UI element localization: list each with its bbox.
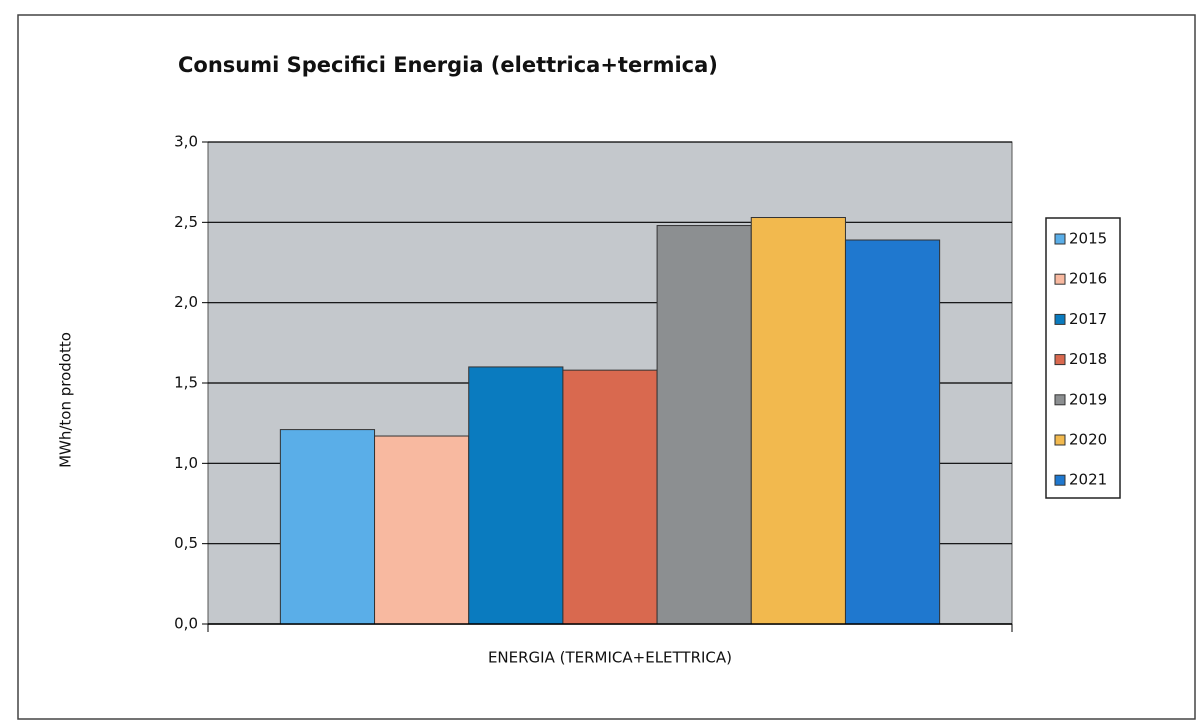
chart-title: Consumi Specifici Energia (elettrica+ter… bbox=[178, 53, 718, 77]
legend-swatch bbox=[1054, 273, 1066, 285]
legend-swatch bbox=[1054, 434, 1066, 446]
y-axis-label: MWh/ton prodotto bbox=[57, 332, 75, 468]
legend-label: 2021 bbox=[1069, 471, 1107, 489]
legend-swatch bbox=[1054, 313, 1066, 325]
y-tick-label: 2,0 bbox=[174, 293, 198, 311]
legend-label: 2020 bbox=[1069, 431, 1107, 449]
bar bbox=[750, 217, 846, 625]
y-tick-label: 3,0 bbox=[174, 133, 198, 151]
legend-swatch bbox=[1054, 474, 1066, 486]
bar bbox=[279, 429, 376, 625]
bar bbox=[374, 435, 470, 625]
legend-swatch bbox=[1054, 354, 1066, 366]
y-tick-label: 0,0 bbox=[174, 615, 198, 633]
y-tick-label: 1,5 bbox=[174, 374, 198, 392]
bar bbox=[468, 366, 564, 625]
legend-label: 2018 bbox=[1069, 350, 1107, 368]
y-tick-label: 0,5 bbox=[174, 534, 198, 552]
legend-label: 2017 bbox=[1069, 310, 1107, 328]
legend-swatch bbox=[1054, 394, 1066, 406]
legend-label: 2016 bbox=[1069, 270, 1107, 288]
legend-label: 2015 bbox=[1069, 230, 1107, 248]
bar bbox=[562, 369, 658, 625]
bar bbox=[844, 239, 941, 625]
x-tick-label: ENERGIA (TERMICA+ELETTRICA) bbox=[488, 649, 732, 667]
legend-label: 2019 bbox=[1069, 390, 1107, 408]
y-tick-label: 1,0 bbox=[174, 454, 198, 472]
bar bbox=[656, 225, 752, 625]
y-tick-label: 2,5 bbox=[174, 213, 198, 231]
legend-swatch bbox=[1054, 233, 1066, 245]
